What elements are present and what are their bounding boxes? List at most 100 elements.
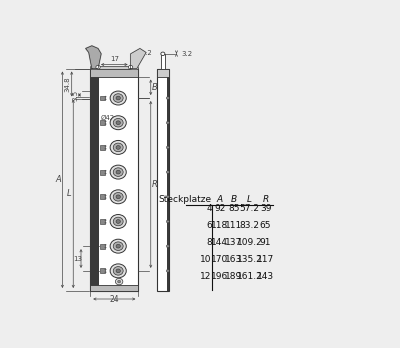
Bar	[90, 69, 99, 291]
Bar	[100, 120, 104, 125]
Circle shape	[104, 145, 106, 147]
Circle shape	[166, 245, 169, 247]
Polygon shape	[86, 46, 101, 69]
Bar	[90, 69, 138, 291]
Circle shape	[104, 271, 106, 273]
Text: 118: 118	[211, 221, 228, 230]
Circle shape	[110, 116, 126, 130]
Text: 13: 13	[73, 255, 82, 261]
Circle shape	[166, 121, 169, 124]
Text: L: L	[247, 195, 252, 204]
Bar	[100, 195, 104, 199]
Text: 10: 10	[200, 255, 212, 264]
Circle shape	[104, 170, 106, 172]
Bar	[100, 219, 104, 224]
Circle shape	[166, 196, 169, 198]
Circle shape	[104, 244, 106, 246]
Circle shape	[113, 242, 123, 251]
Text: B: B	[231, 195, 237, 204]
Text: 109.2: 109.2	[237, 238, 262, 247]
Circle shape	[113, 143, 123, 152]
Text: 3.2: 3.2	[181, 51, 192, 57]
Circle shape	[104, 123, 106, 125]
Circle shape	[104, 120, 106, 122]
Text: 117: 117	[257, 255, 274, 264]
Text: 8: 8	[206, 238, 212, 247]
Circle shape	[113, 267, 123, 275]
Text: 91: 91	[260, 238, 271, 247]
Circle shape	[116, 170, 120, 174]
Text: 57.2: 57.2	[240, 204, 260, 213]
Circle shape	[118, 280, 121, 283]
Text: R: R	[262, 195, 269, 204]
Ellipse shape	[161, 52, 165, 56]
Text: 6: 6	[206, 221, 212, 230]
Circle shape	[113, 192, 123, 201]
Circle shape	[113, 94, 123, 102]
Circle shape	[110, 141, 126, 155]
Text: 12: 12	[200, 272, 212, 281]
Text: 161.2: 161.2	[237, 272, 262, 281]
Text: 24: 24	[110, 295, 119, 304]
Circle shape	[113, 118, 123, 127]
Text: 3.5: 3.5	[73, 89, 79, 101]
Bar	[100, 268, 104, 273]
Circle shape	[116, 269, 120, 273]
Circle shape	[113, 168, 123, 176]
Circle shape	[104, 195, 106, 196]
Text: 83.2: 83.2	[240, 221, 260, 230]
Circle shape	[104, 96, 106, 97]
Circle shape	[104, 219, 106, 221]
Circle shape	[104, 269, 106, 270]
Text: A: A	[217, 195, 223, 204]
Text: 144: 144	[211, 238, 228, 247]
Text: Steckplatze: Steckplatze	[159, 195, 212, 204]
Circle shape	[116, 96, 120, 100]
Bar	[100, 244, 104, 248]
Circle shape	[116, 145, 120, 149]
Circle shape	[116, 278, 123, 285]
Text: 85: 85	[228, 204, 240, 213]
Circle shape	[110, 190, 126, 204]
Circle shape	[110, 214, 126, 228]
Bar	[90, 66, 138, 69]
Text: 17: 17	[110, 56, 119, 62]
Circle shape	[110, 165, 126, 179]
Text: Ø42: Ø42	[100, 115, 115, 121]
Text: 189: 189	[225, 272, 242, 281]
Bar	[157, 69, 169, 77]
Circle shape	[110, 91, 126, 105]
Circle shape	[113, 217, 123, 226]
Text: 34.8: 34.8	[64, 76, 70, 92]
Circle shape	[116, 220, 120, 223]
Circle shape	[166, 146, 169, 149]
Circle shape	[166, 171, 169, 173]
Text: 92: 92	[214, 204, 226, 213]
Circle shape	[116, 195, 120, 199]
Text: R4.2: R4.2	[137, 50, 152, 56]
Text: 196: 196	[211, 272, 228, 281]
Circle shape	[104, 173, 106, 174]
Bar	[100, 145, 104, 150]
Text: 163: 163	[225, 255, 242, 264]
Text: R: R	[152, 180, 158, 189]
Circle shape	[104, 98, 106, 100]
Bar	[100, 96, 104, 101]
Text: 4: 4	[206, 204, 212, 213]
Text: 111: 111	[225, 221, 242, 230]
Bar	[166, 69, 169, 291]
Text: A: A	[56, 175, 62, 184]
Circle shape	[104, 247, 106, 248]
Polygon shape	[131, 48, 146, 69]
Text: 170: 170	[211, 255, 228, 264]
Circle shape	[110, 264, 126, 278]
Circle shape	[104, 222, 106, 224]
Circle shape	[166, 97, 169, 100]
Bar	[161, 54, 165, 69]
Text: 39: 39	[260, 204, 271, 213]
Circle shape	[166, 269, 169, 272]
Bar	[157, 69, 169, 291]
Text: 143: 143	[257, 272, 274, 281]
Bar	[100, 170, 104, 174]
Bar	[90, 285, 138, 291]
